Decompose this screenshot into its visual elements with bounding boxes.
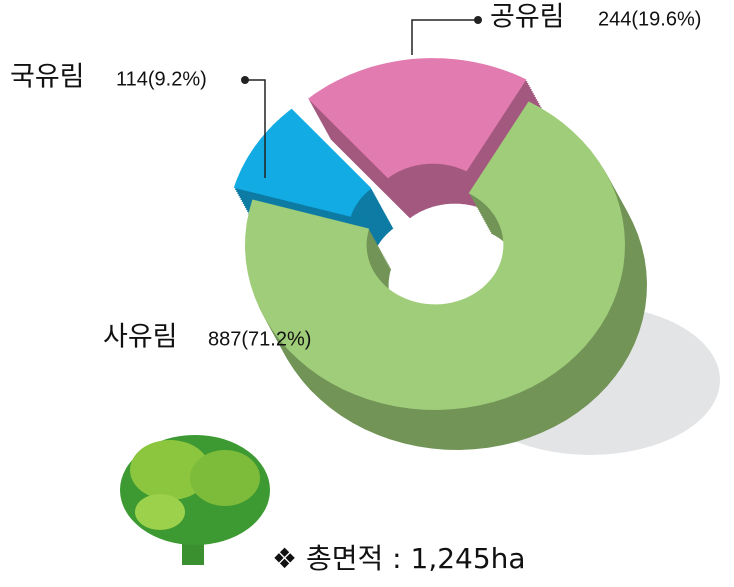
- slice: [245, 101, 625, 411]
- value-label: 244(19.6%): [598, 8, 701, 30]
- category-label: 공유림: [490, 2, 565, 33]
- slice: [233, 108, 372, 217]
- leader-dot: [241, 76, 249, 84]
- leader-line: [411, 19, 478, 55]
- note: ❖ 총면적 : 1,245ha: [272, 542, 526, 575]
- category-label: 국유림: [10, 62, 85, 93]
- category-label: 사유림: [103, 322, 178, 353]
- value-label: 887(71.2%): [208, 328, 311, 350]
- tree-crown: [190, 450, 260, 506]
- tree-crown: [135, 494, 185, 530]
- tree-crown: [130, 440, 210, 500]
- tree: [120, 435, 270, 565]
- leader-line: [245, 79, 266, 178]
- value-label: 114(9.2%): [116, 68, 207, 90]
- leader-dot: [474, 16, 482, 24]
- donut: [233, 58, 647, 450]
- slice: [308, 58, 527, 179]
- leaders: [245, 19, 478, 178]
